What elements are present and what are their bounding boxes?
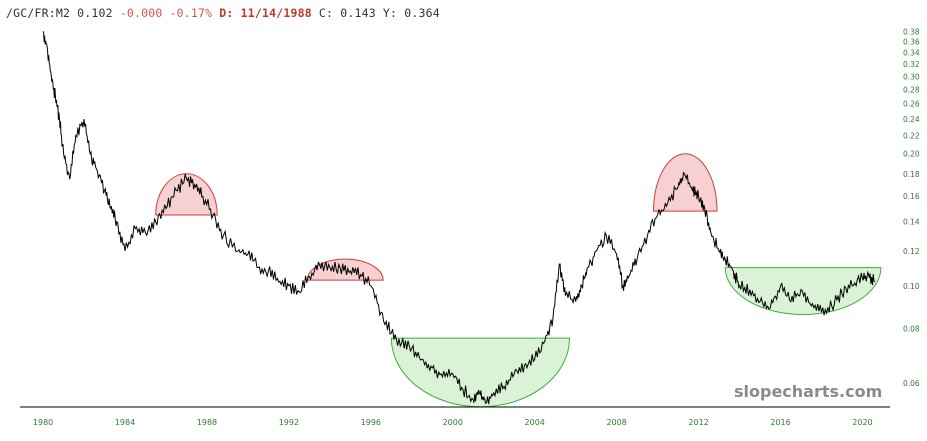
change-value: -0.000 bbox=[119, 6, 163, 20]
chart-header: /GC/FR:M2 0.102 -0.000 -0.17% D: 11/14/1988 C… bbox=[6, 6, 447, 20]
y-tick-label: 0.06 bbox=[903, 379, 920, 388]
x-tick-label: 2020 bbox=[852, 418, 872, 427]
y-tick-label: 0.26 bbox=[903, 100, 920, 109]
x-tick-label: 2000 bbox=[443, 418, 463, 427]
y-tick-label: 0.36 bbox=[903, 38, 920, 47]
y-tick-label: 0.12 bbox=[903, 247, 920, 256]
x-tick-label: 1984 bbox=[115, 418, 135, 427]
y-tick-label: 0.28 bbox=[903, 86, 920, 95]
y-tick-label: 0.08 bbox=[903, 324, 920, 333]
y-tick-label: 0.18 bbox=[903, 170, 920, 179]
close-readout: C: 0.143 bbox=[318, 6, 376, 20]
x-tick-label: 1992 bbox=[279, 418, 299, 427]
x-axis-ticks: 1980 1984 1988 1992 1996 2000 2004 2008 2012 2016… bbox=[33, 418, 873, 427]
date-readout: D: 11/14/1988 bbox=[219, 6, 312, 20]
last-value: 0.102 bbox=[77, 6, 113, 20]
y-axis-ticks: 0.38 0.36 0.34 0.32 0.30 0.28 0.26 0.24 0.22 0.20… bbox=[903, 27, 920, 388]
y-tick-label: 0.32 bbox=[903, 60, 920, 69]
red-dome-4 bbox=[653, 153, 718, 212]
y-tick-label: 0.38 bbox=[903, 27, 920, 36]
watermark: slopecharts.com bbox=[734, 382, 883, 401]
y-tick-label: 0.14 bbox=[903, 218, 920, 227]
y-tick-label: 0.22 bbox=[903, 132, 920, 141]
y-tick-label: 0.16 bbox=[903, 192, 920, 201]
green-bowl-5 bbox=[724, 267, 882, 316]
x-tick-label: 2008 bbox=[606, 418, 626, 427]
x-tick-label: 1980 bbox=[33, 418, 53, 427]
y-readout: Y: 0.364 bbox=[382, 6, 440, 20]
x-tick-label: 2016 bbox=[770, 418, 790, 427]
x-tick-label: 1988 bbox=[197, 418, 217, 427]
change-percent: -0.17% bbox=[169, 6, 213, 20]
x-tick-label: 2004 bbox=[525, 418, 545, 427]
x-tick-label: 1996 bbox=[361, 418, 381, 427]
y-tick-label: 0.24 bbox=[903, 115, 920, 124]
x-tick-label: 2012 bbox=[688, 418, 708, 427]
green-bowl-3 bbox=[390, 337, 571, 408]
price-line bbox=[42, 31, 876, 405]
red-dome-1 bbox=[155, 173, 218, 216]
symbol-label: /GC/FR:M2 bbox=[6, 6, 71, 20]
y-tick-label: 0.10 bbox=[903, 282, 920, 291]
pattern-annotations bbox=[155, 153, 882, 408]
y-tick-label: 0.20 bbox=[903, 150, 920, 159]
y-tick-label: 0.34 bbox=[903, 49, 920, 58]
y-tick-label: 0.30 bbox=[903, 72, 920, 81]
